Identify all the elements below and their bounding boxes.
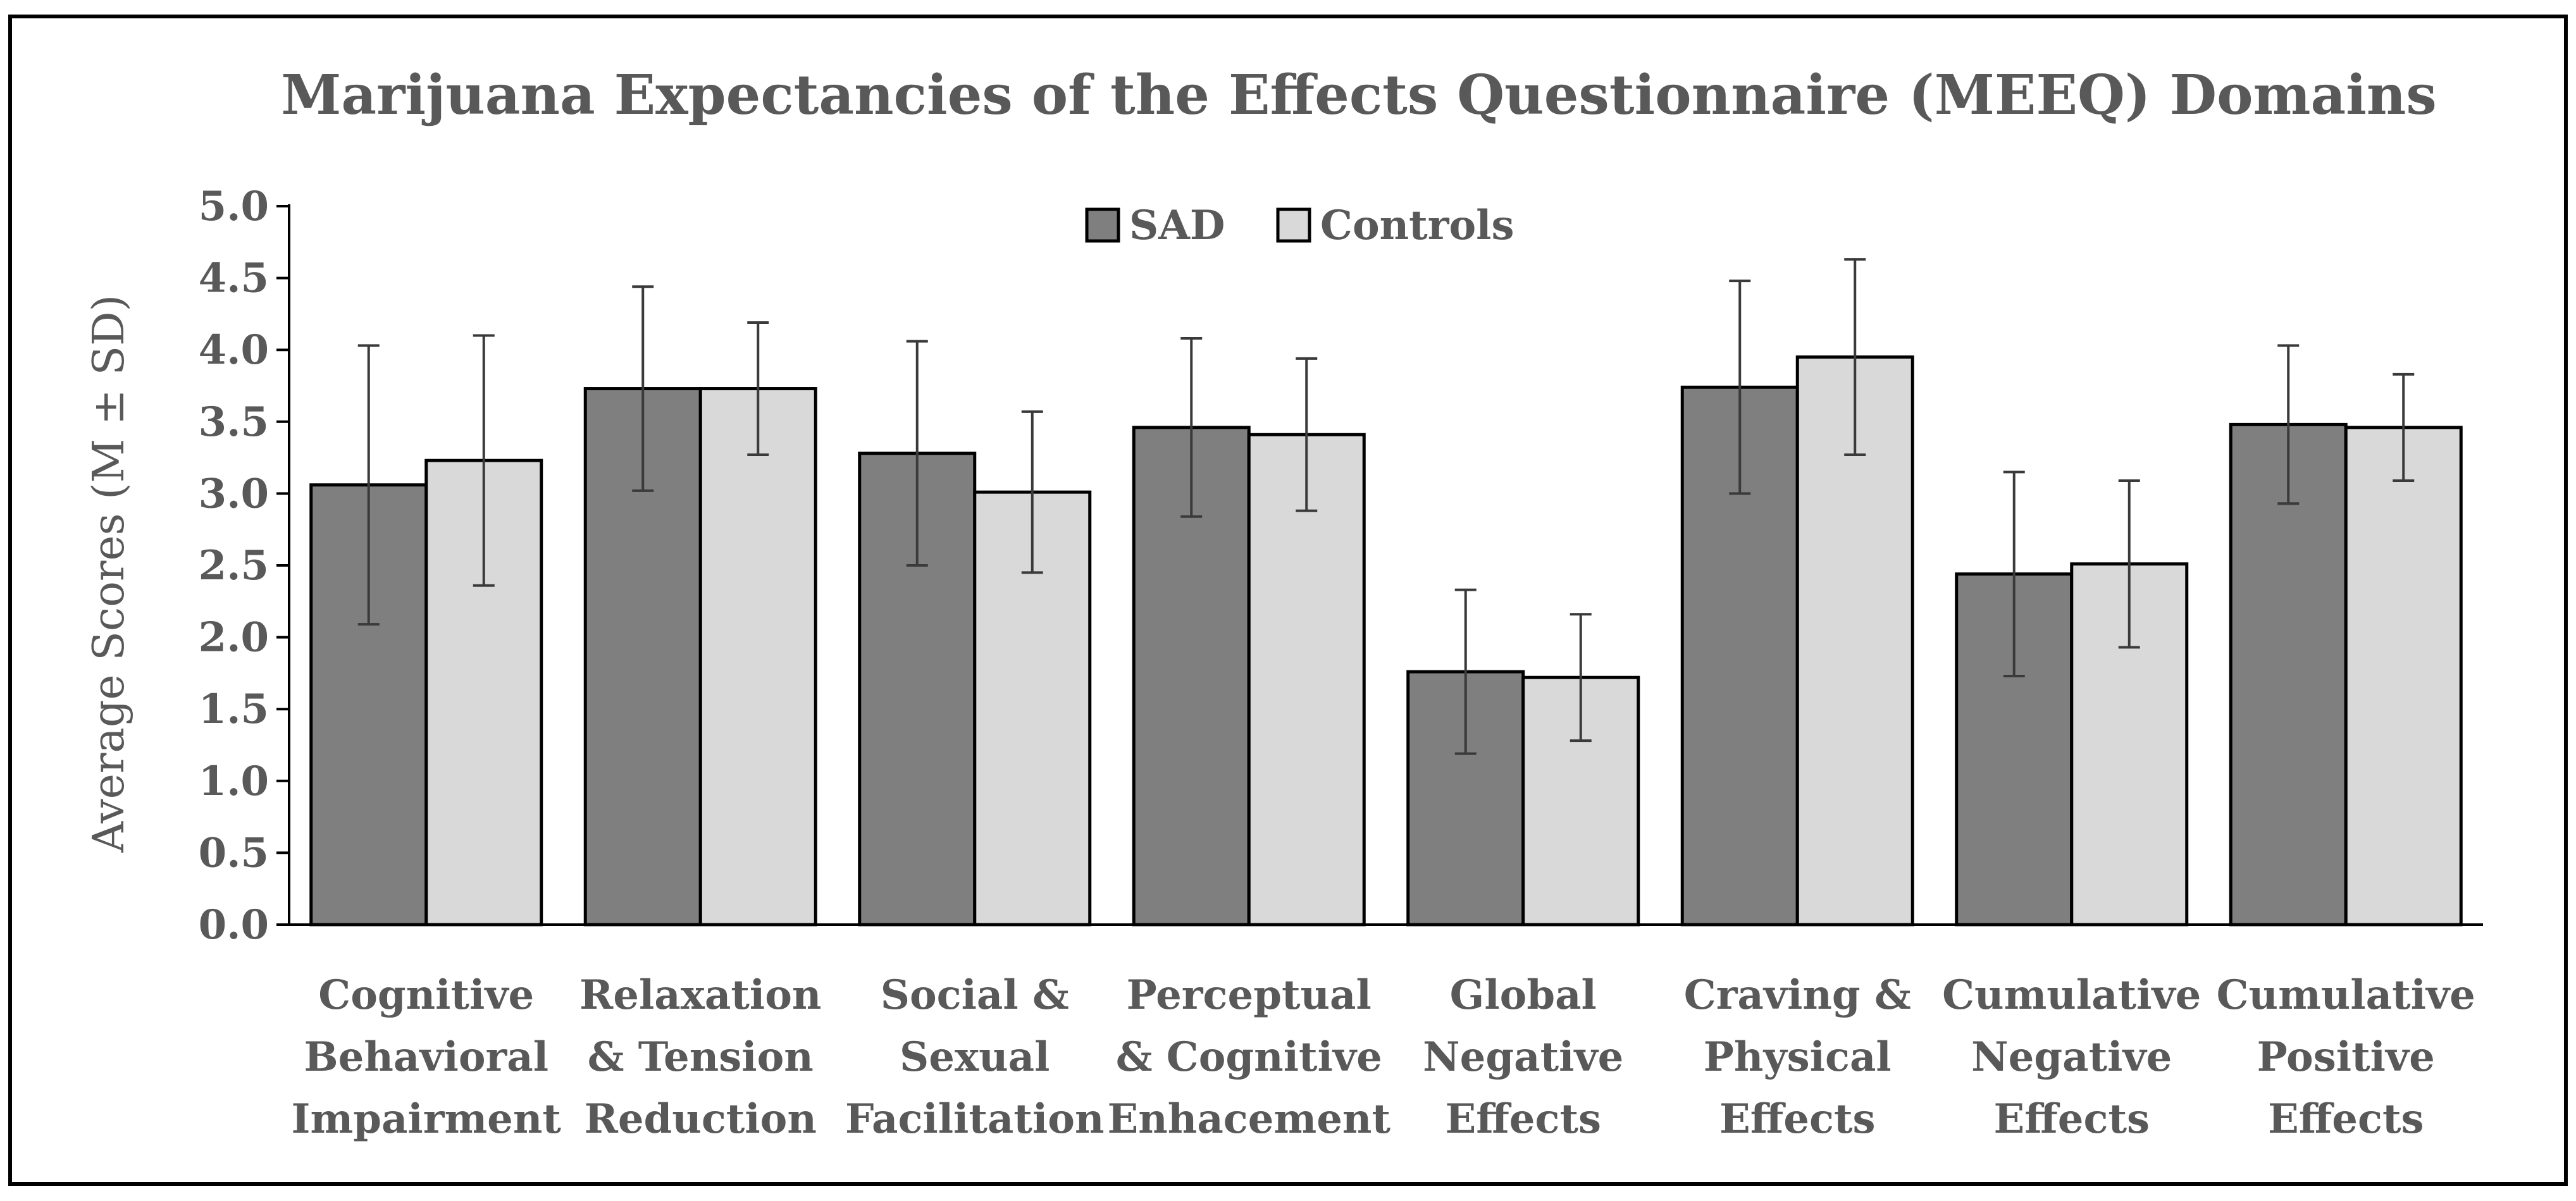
y-axis-label: Average Scores (M ± SD)	[84, 295, 134, 853]
x-tick-label-line: Facilitation	[845, 1095, 1104, 1143]
y-tick-label: 1.5	[199, 686, 269, 733]
bar-controls	[698, 387, 817, 927]
x-tick-label-line: Cumulative	[2217, 971, 2475, 1019]
y-axis-ticks: 0.0 0.5 1.0 1.5 2.0 2.5 3.0 3.5 4.0 4.5 5.0	[199, 183, 289, 949]
x-tick-label-line: Global	[1450, 971, 1597, 1019]
error-bars-group	[357, 258, 2415, 755]
y-tick-label: 4.5	[199, 255, 269, 302]
y-tick-label: 3.5	[199, 398, 269, 446]
y-tick-label: 0.0	[199, 901, 269, 949]
x-tick-label-line: Negative	[1971, 1033, 2172, 1081]
bar-controls	[1247, 433, 1366, 927]
x-tick-label-line: Impairment	[292, 1095, 562, 1143]
chart-title: Marijuana Expectancies of the Effects Qu…	[281, 63, 2437, 127]
x-tick-label: Cognitive Behavioral Impairment	[292, 971, 562, 1143]
y-tick-label: 3.0	[199, 470, 269, 517]
x-tick-label-line: Enhacement	[1107, 1095, 1390, 1143]
legend: SAD Controls	[1085, 202, 1514, 249]
x-tick-label-line: Effects	[1993, 1095, 2150, 1143]
x-tick-label-line: Cumulative	[1942, 971, 2201, 1019]
legend-swatch-sad	[1085, 207, 1120, 243]
x-tick-label-line: Physical	[1704, 1033, 1892, 1081]
y-tick-label: 0.5	[199, 829, 269, 877]
bar-sad	[2229, 422, 2348, 927]
x-tick-label-line: & Cognitive	[1116, 1033, 1382, 1081]
legend-label: Controls	[1320, 202, 1514, 249]
x-tick-label-line: Relaxation	[579, 971, 821, 1019]
x-tick-label-line: Behavioral	[304, 1033, 549, 1081]
y-tick-label: 4.0	[199, 326, 269, 374]
x-tick-label: Perceptual & Cognitive Enhacement	[1107, 971, 1390, 1143]
x-tick-label-line: Reduction	[585, 1095, 817, 1143]
x-tick-label-line: Negative	[1423, 1033, 1623, 1081]
legend-label: SAD	[1129, 202, 1225, 249]
x-tick-label-line: Effects	[1719, 1095, 1876, 1143]
x-tick-label: Cumulative Positive Effects	[2217, 971, 2475, 1143]
x-tick-label-line: Cognitive	[318, 971, 534, 1019]
x-tick-label-line: Sexual	[900, 1033, 1050, 1081]
bar-controls	[2344, 426, 2463, 927]
x-tick-label-line: Social &	[881, 971, 1069, 1019]
x-tick-label: Social & Sexual Facilitation	[845, 971, 1104, 1143]
y-tick-label: 2.0	[199, 614, 269, 662]
x-tick-label: Global Negative Effects	[1423, 971, 1623, 1143]
x-tick-label-line: Positive	[2257, 1033, 2435, 1081]
y-tick-label: 2.5	[199, 542, 269, 589]
legend-swatch-controls	[1276, 207, 1311, 243]
x-tick-label-line: Effects	[1445, 1095, 1601, 1143]
x-tick-label: Cumulative Negative Effects	[1942, 971, 2201, 1143]
x-tick-label-line: & Tension	[588, 1033, 814, 1081]
x-tick-label: Relaxation & Tension Reduction	[579, 971, 821, 1143]
x-tick-label-line: Craving &	[1684, 971, 1911, 1019]
x-tick-label-line: Effects	[2268, 1095, 2424, 1143]
x-tick-label: Craving & Physical Effects	[1684, 971, 1911, 1143]
y-tick-label: 1.0	[199, 758, 269, 805]
x-axis-labels: Cognitive Behavioral Impairment Relaxation &…	[292, 971, 2475, 1143]
x-tick-label-line: Perceptual	[1127, 971, 1372, 1019]
y-tick-label: 5.0	[199, 183, 269, 230]
